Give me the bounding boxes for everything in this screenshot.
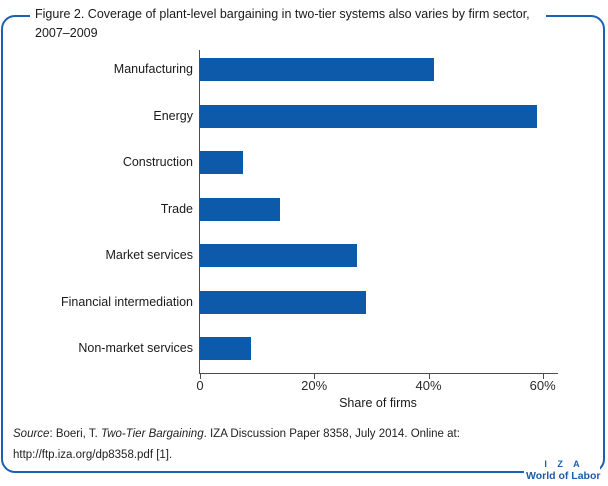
bar xyxy=(200,197,280,221)
category-label: Construction xyxy=(122,155,193,169)
category-label: Financial intermediation xyxy=(60,294,193,309)
y-axis-line xyxy=(199,50,200,374)
x-axis-tick-label: 40% xyxy=(415,378,442,393)
iza-logo-text: I Z A xyxy=(544,459,584,469)
bar xyxy=(200,58,435,81)
x-axis-title: Share of firms xyxy=(339,396,417,410)
category-label: Trade xyxy=(160,201,193,216)
x-axis-tick xyxy=(314,374,316,379)
category-label: Manufacturing xyxy=(113,62,193,76)
x-axis-tick-label: 0 xyxy=(196,378,204,393)
x-axis-tick-label: 60% xyxy=(529,378,556,393)
x-axis-tick xyxy=(428,374,430,379)
iza-world-of-labor-logo: I Z A World of Labor xyxy=(524,460,600,484)
x-axis-tick xyxy=(200,374,201,379)
source-text-segment: . IZA Discussion Paper 8358, July 2014. … xyxy=(13,428,460,461)
bar xyxy=(200,244,358,267)
source-text-segment: Source xyxy=(13,428,50,440)
category-label: Energy xyxy=(153,108,193,123)
category-label: Non-market services xyxy=(78,341,193,355)
bar xyxy=(200,290,366,314)
bar xyxy=(200,337,252,360)
x-axis-tick xyxy=(542,374,544,379)
world-of-labor-logo-text: World of Labor xyxy=(526,470,601,482)
source-text-segment: Two-Tier Bargaining xyxy=(101,428,204,440)
category-label: Market services xyxy=(105,248,193,262)
x-axis-tick-label: 20% xyxy=(301,378,328,393)
x-axis-line xyxy=(199,373,558,374)
source-note: Source: Boeri, T. Two-Tier Bargaining. I… xyxy=(13,424,518,466)
source-text-segment: : Boeri, T. xyxy=(49,428,101,440)
figure-title: Figure 2. Coverage of plant-level bargai… xyxy=(30,5,546,43)
bar xyxy=(200,151,243,174)
bar xyxy=(200,104,537,128)
